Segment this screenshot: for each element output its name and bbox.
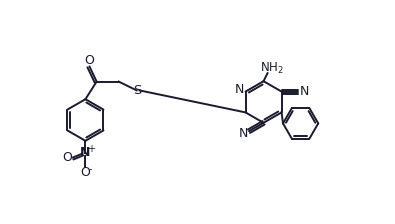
Text: NH$_2$: NH$_2$ bbox=[260, 61, 284, 76]
Text: O: O bbox=[62, 151, 72, 164]
Text: N: N bbox=[299, 85, 308, 98]
Text: N: N bbox=[239, 127, 248, 140]
Text: O: O bbox=[81, 166, 90, 179]
Text: N: N bbox=[235, 84, 245, 97]
Text: O: O bbox=[84, 54, 94, 67]
Text: N: N bbox=[80, 146, 90, 159]
Text: S: S bbox=[133, 84, 141, 97]
Text: -: - bbox=[88, 164, 92, 174]
Text: +: + bbox=[87, 144, 95, 154]
